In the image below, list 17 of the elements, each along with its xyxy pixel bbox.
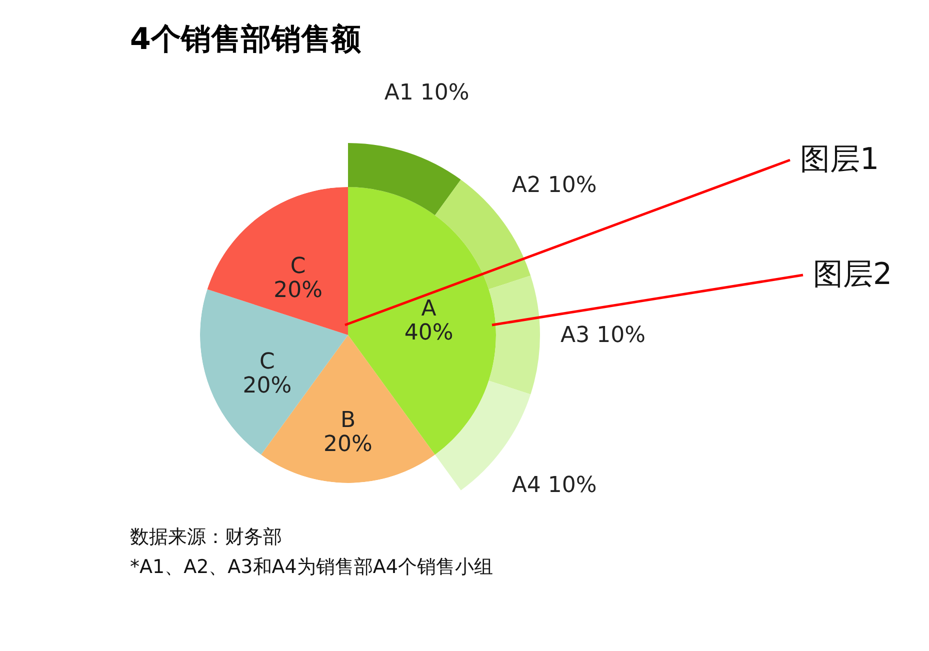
source-note: 数据来源：财务部	[130, 526, 282, 548]
category-label: A1 10%	[384, 80, 470, 106]
data-label: 20%	[324, 432, 372, 457]
text: 图层1	[800, 142, 880, 177]
slice-label: C	[290, 254, 306, 280]
chart-title: 4个销售部销售额	[130, 22, 361, 57]
text: *A1、A2、A3和A4为销售部A4个销售小组	[130, 556, 493, 578]
slice-label: B	[340, 408, 356, 433]
data-label: 20%	[242, 373, 292, 398]
category-label: A4 10%	[512, 472, 597, 498]
text: 图层2	[813, 257, 892, 292]
category-label: A2 10%	[512, 173, 597, 198]
data-label: 20%	[274, 278, 322, 304]
data-label: 40%	[404, 320, 454, 346]
slice-label: A	[421, 296, 436, 322]
category-label: A3 10%	[560, 323, 646, 348]
slice-label: C	[259, 349, 275, 374]
